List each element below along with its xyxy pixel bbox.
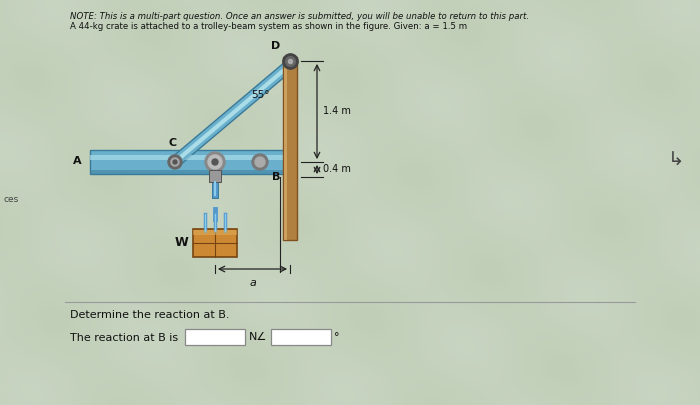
- Circle shape: [173, 160, 177, 164]
- Circle shape: [168, 155, 182, 169]
- Text: D: D: [272, 41, 281, 51]
- Bar: [271, 329, 331, 345]
- Bar: [283, 57, 297, 240]
- Bar: [90, 150, 295, 174]
- Text: N∠: N∠: [249, 332, 267, 342]
- Text: C: C: [169, 138, 177, 148]
- Circle shape: [212, 159, 218, 165]
- Circle shape: [252, 154, 268, 170]
- Text: 55°: 55°: [251, 90, 270, 100]
- Circle shape: [208, 155, 222, 169]
- Text: 0.4 m: 0.4 m: [323, 164, 351, 175]
- Circle shape: [171, 158, 179, 166]
- Text: The reaction at B is: The reaction at B is: [70, 333, 178, 343]
- Bar: [209, 170, 221, 182]
- Text: ces: ces: [3, 196, 18, 205]
- Bar: [193, 229, 237, 257]
- Text: ↳: ↳: [668, 151, 685, 170]
- Bar: [193, 230, 237, 235]
- Circle shape: [255, 157, 265, 167]
- Text: A 44-kg crate is attached to a trolley-beam system as shown in the figure. Given: A 44-kg crate is attached to a trolley-b…: [70, 22, 467, 31]
- Text: 1.4 m: 1.4 m: [323, 107, 351, 117]
- Text: a: a: [249, 278, 256, 288]
- Text: NOTE: This is a multi-part question. Once an answer is submitted, you will be un: NOTE: This is a multi-part question. Onc…: [70, 12, 529, 21]
- Circle shape: [205, 152, 225, 172]
- Text: B: B: [272, 172, 280, 182]
- Bar: [90, 155, 295, 160]
- Text: A: A: [74, 156, 82, 166]
- Text: Determine the reaction at B.: Determine the reaction at B.: [70, 310, 230, 320]
- Bar: [185, 329, 245, 345]
- Text: W: W: [174, 237, 188, 249]
- Bar: [90, 170, 295, 174]
- Text: °: °: [334, 332, 340, 342]
- Bar: [284, 57, 287, 240]
- Bar: [65, 100, 635, 310]
